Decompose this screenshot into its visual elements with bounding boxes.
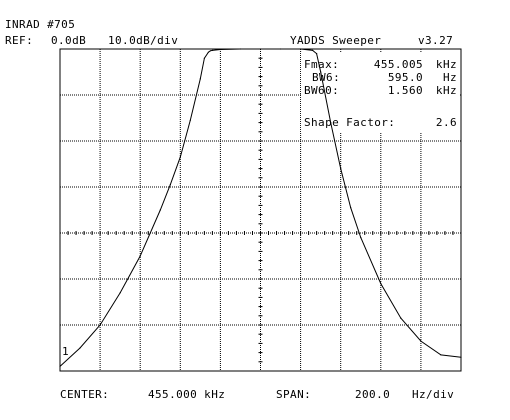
trace-point [59, 365, 61, 367]
trace-point [99, 324, 101, 326]
trace-point [203, 57, 205, 59]
trace-point [199, 78, 201, 80]
app-version: v3.27 [418, 34, 454, 47]
trace-point [316, 53, 318, 55]
bw6-label: BW6: [312, 71, 341, 84]
trace-point [330, 122, 332, 124]
trace-point [179, 156, 181, 158]
trace-point [440, 354, 442, 356]
span-unit: Hz/div [412, 388, 455, 401]
trace-point [400, 317, 402, 319]
trace-point [340, 168, 342, 170]
bw60-value: 1.560 [387, 84, 423, 97]
span-label: SPAN: [276, 388, 312, 401]
scale-per-div: 10.0dB/div [108, 34, 179, 47]
trace-point [360, 237, 362, 239]
trace-point [139, 255, 141, 257]
device-title: INRAD #705 [5, 18, 76, 31]
trace-point [169, 184, 171, 186]
center-label: CENTER: [60, 388, 110, 401]
fmax-value: 455.005 [373, 58, 423, 71]
trace-point [420, 340, 422, 342]
trace-point [119, 292, 121, 294]
trace-point [320, 71, 322, 73]
fmax-label: Fmax: [304, 58, 340, 71]
trace-point [239, 48, 242, 50]
trace-point [207, 51, 209, 53]
trace-point [211, 49, 213, 52]
trace-point [259, 48, 262, 50]
trace-point [189, 119, 191, 121]
trace-point [380, 283, 382, 285]
bw60-label: BW60: [304, 84, 340, 97]
trace-group [59, 48, 462, 367]
shape-factor-value: 2.6 [435, 116, 457, 129]
trace-point [300, 48, 302, 50]
bw6-unit: Hz [442, 71, 457, 84]
plot-grid [59, 48, 462, 372]
fmax-unit: kHz [435, 58, 457, 71]
trace-point [280, 48, 282, 50]
readout-box-bg [301, 52, 459, 132]
trace-point [350, 207, 352, 209]
bw60-unit: kHz [435, 84, 457, 97]
trace-point [209, 50, 211, 52]
span-value: 200.0 [355, 388, 391, 401]
trace-point [460, 356, 462, 358]
bw6-value: 595.0 [387, 71, 423, 84]
trace-point [79, 347, 81, 349]
trace-point [159, 209, 161, 211]
trace-point [312, 49, 314, 52]
ref-label: REF: [5, 34, 34, 47]
trace-point [219, 48, 221, 51]
center-value: 455.000 kHz [148, 388, 226, 401]
app-name: YADDS Sweeper [290, 34, 382, 47]
marker-label: 1 [62, 345, 70, 358]
ref-level: 0.0dB [51, 34, 87, 47]
shape-factor-label: Shape Factor: [304, 116, 396, 129]
